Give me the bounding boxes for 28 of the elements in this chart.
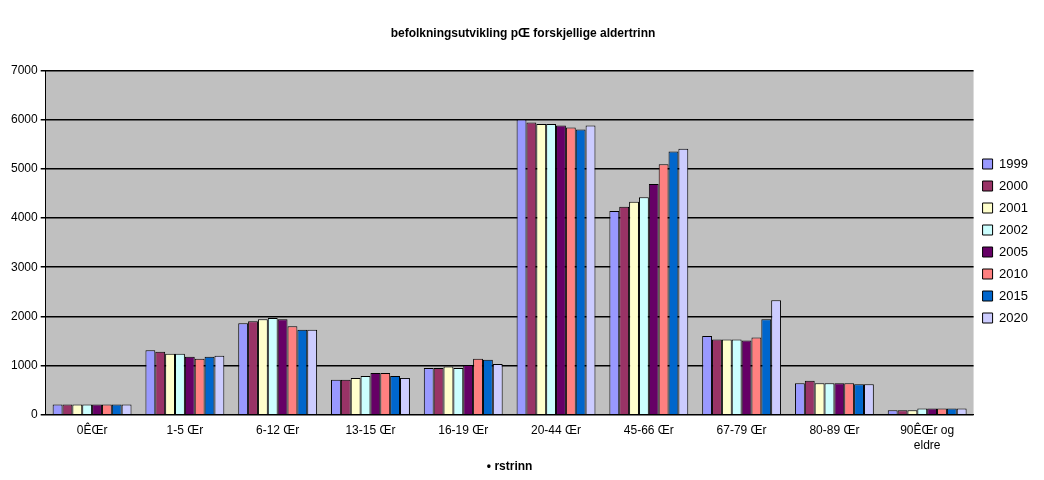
y-tick-label: 5000 — [10, 161, 39, 176]
x-tick-label: 16-19 Œr — [438, 423, 489, 438]
x-tick-label: 45-66 Œr — [623, 423, 674, 438]
x-tick-label: 1-5 Œr — [166, 423, 204, 438]
legend-label: 2002 — [999, 221, 1028, 237]
legend-label: 1999 — [999, 155, 1028, 171]
y-tick-label: 7000 — [10, 62, 39, 77]
x-tick-label: 80-89 Œr — [809, 423, 860, 438]
x-axis-title: • rstrinn — [486, 459, 533, 474]
y-tick-label: 0 — [31, 407, 39, 422]
legend-label: 2000 — [999, 177, 1028, 193]
x-tick-label: 0ÊŒr — [76, 422, 108, 438]
x-tick-label: 13-15 Œr — [345, 423, 396, 438]
chart-title: befolkningsutvikling pŒ forskjellige aldertrinn — [390, 25, 656, 40]
legend-label: 2005 — [999, 243, 1028, 259]
legend-label: 2001 — [999, 199, 1028, 215]
x-tick-label: 67-79 Œr — [716, 423, 767, 438]
legend-label: 2010 — [999, 265, 1028, 281]
legend-label: 2015 — [999, 287, 1028, 303]
y-tick-label: 2000 — [10, 308, 39, 323]
x-tick-label: 6-12 Œr — [255, 423, 300, 438]
y-tick-label: 3000 — [10, 259, 39, 274]
y-tick-label: 4000 — [10, 210, 39, 225]
x-tick-label: 20-44 Œr — [531, 423, 582, 438]
y-tick-label: 1000 — [10, 357, 39, 372]
y-tick-label: 6000 — [10, 111, 39, 126]
legend-label: 2020 — [999, 309, 1028, 325]
x-tick-label: 90ÊŒr og eldre — [900, 422, 955, 452]
